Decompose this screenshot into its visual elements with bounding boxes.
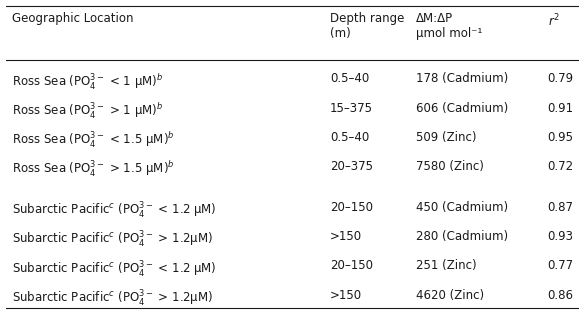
Text: 450 (Cadmium): 450 (Cadmium) <box>416 201 508 214</box>
Text: Depth range
(m): Depth range (m) <box>330 12 404 41</box>
Text: 251 (Zinc): 251 (Zinc) <box>416 259 476 273</box>
Text: 15–375: 15–375 <box>330 102 373 115</box>
Text: Subarctic Pacific$^c$ (PO$_4^{3-}$ < 1.2 μM): Subarctic Pacific$^c$ (PO$_4^{3-}$ < 1.2… <box>12 201 216 221</box>
Text: >150: >150 <box>330 289 362 302</box>
Text: ΔM:ΔP
μmol mol⁻¹: ΔM:ΔP μmol mol⁻¹ <box>416 12 482 41</box>
Text: 20–375: 20–375 <box>330 160 373 173</box>
Text: 4620 (Zinc): 4620 (Zinc) <box>416 289 484 302</box>
Text: 7580 (Zinc): 7580 (Zinc) <box>416 160 484 173</box>
Text: 0.5–40: 0.5–40 <box>330 72 369 85</box>
Text: 509 (Zinc): 509 (Zinc) <box>416 131 476 144</box>
Text: 606 (Cadmium): 606 (Cadmium) <box>416 102 508 115</box>
Text: Ross Sea (PO$_4^{3-}$ > 1 μM)$^b$: Ross Sea (PO$_4^{3-}$ > 1 μM)$^b$ <box>12 102 163 121</box>
Text: Subarctic Pacific$^c$ (PO$_4^{3-}$ < 1.2 μM): Subarctic Pacific$^c$ (PO$_4^{3-}$ < 1.2… <box>12 259 216 279</box>
Text: 0.86: 0.86 <box>548 289 574 302</box>
Text: Subarctic Pacific$^c$ (PO$_4^{3-}$ > 1.2μM): Subarctic Pacific$^c$ (PO$_4^{3-}$ > 1.2… <box>12 230 212 250</box>
Text: 0.87: 0.87 <box>548 201 574 214</box>
Text: Ross Sea (PO$_4^{3-}$ < 1 μM)$^b$: Ross Sea (PO$_4^{3-}$ < 1 μM)$^b$ <box>12 72 163 92</box>
Text: $r^2$: $r^2$ <box>548 12 560 29</box>
Text: Ross Sea (PO$_4^{3-}$ > 1.5 μM)$^b$: Ross Sea (PO$_4^{3-}$ > 1.5 μM)$^b$ <box>12 160 174 180</box>
Text: 0.93: 0.93 <box>548 230 574 243</box>
Text: 0.5–40: 0.5–40 <box>330 131 369 144</box>
Text: 0.77: 0.77 <box>548 259 574 273</box>
Text: Ross Sea (PO$_4^{3-}$ < 1.5 μM)$^b$: Ross Sea (PO$_4^{3-}$ < 1.5 μM)$^b$ <box>12 131 174 150</box>
Text: 0.79: 0.79 <box>548 72 574 85</box>
Text: 280 (Cadmium): 280 (Cadmium) <box>416 230 508 243</box>
Text: 20–150: 20–150 <box>330 201 373 214</box>
Text: >150: >150 <box>330 230 362 243</box>
Text: 178 (Cadmium): 178 (Cadmium) <box>416 72 508 85</box>
Text: 20–150: 20–150 <box>330 259 373 273</box>
Text: 0.91: 0.91 <box>548 102 574 115</box>
Text: 0.72: 0.72 <box>548 160 574 173</box>
Text: Geographic Location: Geographic Location <box>12 12 133 25</box>
Text: 0.95: 0.95 <box>548 131 574 144</box>
Text: Subarctic Pacific$^c$ (PO$_4^{3-}$ > 1.2μM): Subarctic Pacific$^c$ (PO$_4^{3-}$ > 1.2… <box>12 289 212 309</box>
